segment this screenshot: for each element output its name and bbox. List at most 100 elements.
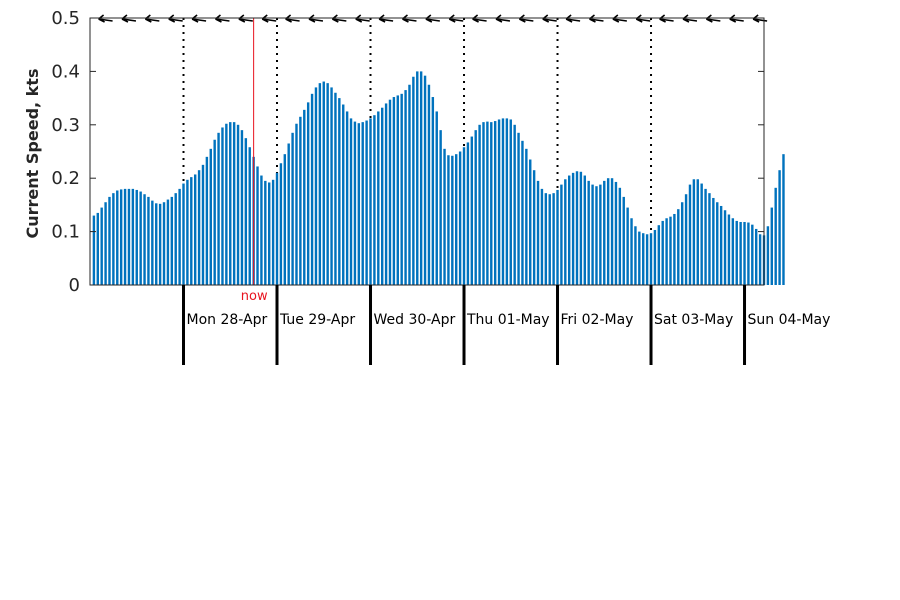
speed-bar	[147, 196, 150, 285]
speed-bar	[766, 226, 770, 285]
day-boundary-ticks	[182, 285, 747, 365]
speed-bar	[716, 202, 719, 285]
speed-bar	[497, 119, 501, 286]
speed-bar	[384, 103, 388, 285]
speed-bar	[614, 181, 618, 285]
speed-bar	[575, 171, 579, 285]
speed-bar	[143, 194, 146, 285]
speed-bar	[525, 148, 528, 285]
speed-bar	[158, 203, 162, 285]
speed-bar	[225, 123, 228, 286]
speed-bar	[509, 119, 512, 286]
speed-bar	[166, 199, 170, 285]
speed-bar	[521, 140, 524, 285]
speed-bar	[669, 216, 672, 285]
speed-bar	[649, 233, 653, 285]
speed-bar	[365, 120, 368, 285]
speed-bar	[567, 175, 571, 285]
speed-bar	[700, 183, 703, 285]
speed-bar	[680, 202, 684, 285]
speed-bar	[303, 109, 306, 286]
speed-bar	[696, 179, 699, 285]
speed-bar	[782, 154, 785, 285]
speed-bar	[318, 83, 322, 285]
y-tick-label: 0.5	[51, 8, 80, 29]
speed-bar	[610, 178, 614, 285]
day-label: Tue 29-Apr	[279, 312, 355, 328]
speed-bar	[540, 188, 544, 285]
speed-bar	[755, 228, 758, 285]
speed-bar	[322, 81, 325, 286]
speed-bar	[423, 75, 427, 285]
speed-bar	[618, 187, 622, 285]
speed-bar	[751, 224, 754, 285]
speed-bar	[264, 180, 267, 285]
speed-bar	[661, 220, 664, 285]
speed-bar	[443, 148, 446, 285]
speed-bar	[595, 186, 598, 285]
speed-bar	[135, 189, 138, 285]
speed-bar	[505, 118, 509, 285]
day-label: Sun 04-May	[748, 312, 831, 328]
speed-bar	[579, 171, 583, 285]
speed-bar	[283, 154, 287, 285]
day-label: Mon 28-Apr	[187, 312, 268, 328]
speed-bar	[657, 225, 661, 285]
speed-bar	[205, 156, 209, 285]
speed-bar	[727, 214, 731, 285]
speed-bar	[719, 205, 723, 285]
speed-bar	[704, 188, 707, 285]
y-tick-label: 0.2	[51, 168, 80, 189]
speed-bar	[466, 142, 470, 285]
speed-bar	[743, 221, 746, 285]
speed-bar	[606, 178, 610, 285]
speed-bar	[404, 90, 407, 285]
speed-bar	[431, 97, 435, 285]
speed-bar	[299, 116, 302, 285]
speed-bar	[139, 191, 142, 285]
speed-bar	[373, 115, 376, 285]
speed-bar	[314, 87, 318, 285]
speed-bar	[155, 203, 158, 285]
speed-bar	[770, 207, 773, 285]
y-tick-label: 0.3	[51, 115, 80, 136]
speed-bar	[642, 233, 645, 285]
y-axis-ticks: 0 0.1 0.2 0.3 0.4 0.5	[51, 8, 764, 296]
speed-bar	[248, 147, 251, 285]
speed-bar	[544, 193, 548, 285]
speed-bar	[96, 212, 99, 285]
day-label: Sat 03-May	[654, 312, 733, 328]
speed-bar	[182, 183, 185, 285]
speed-bar	[571, 172, 575, 285]
speed-bar	[291, 132, 294, 285]
speed-bar	[338, 98, 341, 285]
speed-bar	[197, 170, 201, 285]
speed-bar	[470, 136, 474, 285]
speed-bar	[634, 226, 637, 285]
speed-bar	[275, 172, 279, 285]
speed-bar	[240, 130, 244, 285]
y-tick-label: 0	[69, 275, 80, 296]
day-label: Thu 01-May	[466, 312, 550, 328]
speed-bar	[416, 71, 419, 286]
speed-bar	[622, 196, 625, 285]
speed-bar	[123, 188, 127, 285]
speed-bar	[369, 118, 372, 285]
speed-bar	[493, 121, 497, 285]
speed-bar	[380, 107, 384, 285]
speed-bar	[435, 111, 438, 285]
speed-bar	[626, 207, 629, 285]
speed-bar	[556, 189, 559, 285]
speed-bar	[778, 170, 781, 285]
speed-bar	[692, 179, 696, 285]
speed-bar	[564, 179, 567, 285]
speed-bar	[127, 188, 131, 285]
speed-bar	[603, 180, 606, 285]
speed-bar	[529, 159, 532, 285]
speed-bar	[513, 124, 516, 285]
speed-bar	[104, 202, 107, 285]
y-axis-label: Current Speed, kts	[23, 69, 42, 239]
speed-bar	[400, 93, 403, 285]
speed-bar	[458, 151, 462, 285]
